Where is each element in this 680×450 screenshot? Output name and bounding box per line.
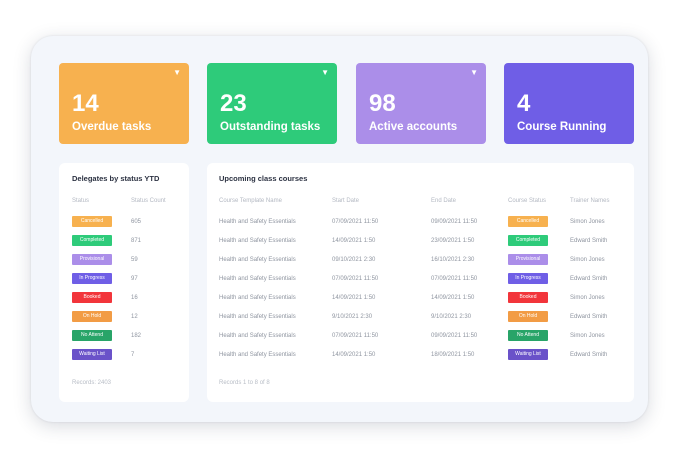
course-start-date: 07/09/2021 11:50 — [332, 219, 379, 225]
courses-records-count: Records 1 to 8 of 8 — [219, 380, 270, 386]
delegates-panel-title: Delegates by status YTD — [72, 174, 160, 183]
status-count: 12 — [131, 314, 138, 320]
course-template-name: Health and Safety Essentials — [219, 257, 296, 263]
status-count: 871 — [131, 238, 142, 244]
status-badge: No Attend — [508, 330, 548, 341]
course-running-card[interactable]: 4 Course Running — [504, 63, 634, 144]
column-header-course-template-name[interactable]: Course Template Name — [219, 198, 282, 204]
delegates-records-count: Records: 2403 — [72, 380, 112, 386]
status-badge: In Progress — [72, 273, 112, 284]
course-end-date: 14/09/2021 1:50 — [431, 295, 475, 301]
status-badge: Cancelled — [72, 216, 112, 227]
course-start-date: 09/10/2021 2:30 — [332, 257, 376, 263]
column-header-end-date[interactable]: End Date — [431, 198, 457, 204]
upcoming-courses-panel: Upcoming class courses Course Template N… — [207, 163, 634, 402]
status-badge: Completed — [508, 235, 548, 246]
column-header-course-status[interactable]: Course Status — [508, 198, 547, 204]
course-trainer-name: Simon Jones — [570, 295, 605, 301]
status-count: 59 — [131, 257, 138, 263]
overdue-tasks-label: Overdue tasks — [72, 121, 152, 133]
status-badge: Booked — [72, 292, 112, 303]
column-header-status-count[interactable]: Status Count — [131, 198, 166, 204]
course-end-date: 18/09/2021 1:50 — [431, 352, 475, 358]
delegates-panel: Delegates by status YTD Status Status Co… — [59, 163, 189, 402]
courses-panel-title: Upcoming class courses — [219, 174, 308, 183]
course-template-name: Health and Safety Essentials — [219, 352, 296, 358]
course-start-date: 07/09/2021 11:50 — [332, 333, 379, 339]
outstanding-tasks-card[interactable]: ▼ 23 Outstanding tasks — [207, 63, 337, 144]
course-start-date: 14/09/2021 1:50 — [332, 295, 376, 301]
status-badge: On Hold — [508, 311, 548, 322]
course-end-date: 9/10/2021 2:30 — [431, 314, 472, 320]
status-badge: Provisional — [72, 254, 112, 265]
course-end-date: 07/09/2021 11:50 — [431, 276, 478, 282]
active-accounts-card[interactable]: ▼ 98 Active accounts — [356, 63, 486, 144]
status-count: 16 — [131, 295, 138, 301]
course-running-label: Course Running — [517, 121, 607, 133]
column-header-trainer-names[interactable]: Trainer Names — [570, 198, 610, 204]
course-template-name: Health and Safety Essentials — [219, 333, 296, 339]
status-badge: On Hold — [72, 311, 112, 322]
course-template-name: Health and Safety Essentials — [219, 238, 296, 244]
overdue-tasks-count: 14 — [72, 90, 99, 117]
column-header-status[interactable]: Status — [72, 198, 90, 204]
course-trainer-name: Edward Smith — [570, 276, 608, 282]
course-start-date: 07/09/2021 11:50 — [332, 276, 379, 282]
status-badge: Booked — [508, 292, 548, 303]
outstanding-tasks-count: 23 — [220, 90, 247, 117]
dropdown-arrow-icon[interactable]: ▼ — [173, 68, 181, 77]
course-running-count: 4 — [517, 90, 531, 117]
course-trainer-name: Simon Jones — [570, 333, 605, 339]
course-end-date: 16/10/2021 2:30 — [431, 257, 475, 263]
course-template-name: Health and Safety Essentials — [219, 314, 296, 320]
course-trainer-name: Simon Jones — [570, 257, 605, 263]
course-start-date: 14/09/2021 1:50 — [332, 238, 376, 244]
course-template-name: Health and Safety Essentials — [219, 295, 296, 301]
status-count: 182 — [131, 333, 142, 339]
status-count: 605 — [131, 219, 142, 225]
course-end-date: 09/09/2021 11:50 — [431, 219, 478, 225]
status-badge: No Attend — [72, 330, 112, 341]
course-trainer-name: Simon Jones — [570, 219, 605, 225]
course-start-date: 14/09/2021 1:50 — [332, 352, 376, 358]
status-badge: In Progress — [508, 273, 548, 284]
status-count: 7 — [131, 352, 135, 358]
course-trainer-name: Edward Smith — [570, 238, 608, 244]
course-end-date: 23/09/2021 1:50 — [431, 238, 475, 244]
dropdown-arrow-icon[interactable]: ▼ — [321, 68, 329, 77]
status-badge: Provisional — [508, 254, 548, 265]
status-badge: Waiting List — [508, 349, 548, 360]
dropdown-arrow-icon[interactable]: ▼ — [470, 68, 478, 77]
status-badge: Waiting List — [72, 349, 112, 360]
status-badge: Cancelled — [508, 216, 548, 227]
active-accounts-label: Active accounts — [369, 121, 458, 133]
status-count: 97 — [131, 276, 138, 282]
overdue-tasks-card[interactable]: ▼ 14 Overdue tasks — [59, 63, 189, 144]
column-header-start-date[interactable]: Start Date — [332, 198, 360, 204]
course-end-date: 09/09/2021 11:50 — [431, 333, 478, 339]
course-trainer-name: Edward Smith — [570, 314, 608, 320]
course-template-name: Health and Safety Essentials — [219, 219, 296, 225]
course-trainer-name: Edward Smith — [570, 352, 608, 358]
course-start-date: 9/10/2021 2:30 — [332, 314, 373, 320]
outstanding-tasks-label: Outstanding tasks — [220, 121, 321, 133]
status-badge: Completed — [72, 235, 112, 246]
active-accounts-count: 98 — [369, 90, 396, 117]
course-template-name: Health and Safety Essentials — [219, 276, 296, 282]
